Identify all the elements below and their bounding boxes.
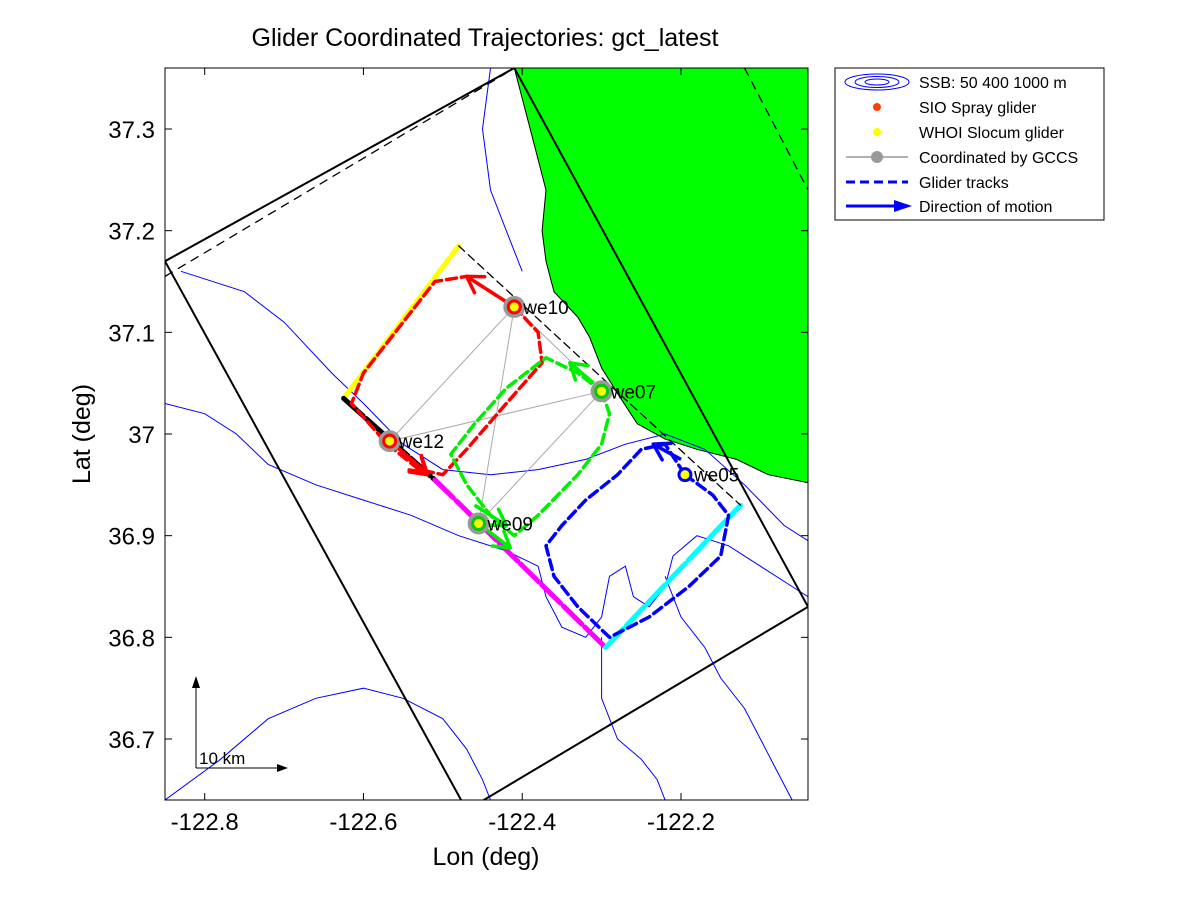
legend-label-2: WHOI Slocum glider	[919, 125, 1065, 142]
direction-arrowhead-we12	[407, 453, 429, 475]
direction-arrowhead-we09	[490, 529, 513, 550]
legend-dot-1	[873, 103, 881, 111]
domain-boundary-dashed-east	[743, 68, 808, 191]
domain-boundary-dashed-north	[165, 72, 507, 277]
bathymetry-contour-400m-1	[165, 403, 808, 638]
x-tick-label-0: -122.8	[171, 809, 239, 836]
x-tick-label-2: -122.4	[488, 809, 556, 836]
legend-box	[834, 67, 1105, 221]
glider-marker-layer: we10 we07 we12 we09 we05	[378, 295, 739, 535]
legend-entry-1: SIO Spray glider	[873, 100, 1037, 117]
legend-label-4: Glider tracks	[919, 175, 1009, 192]
bathymetry-contour-1000m-2	[601, 637, 666, 800]
glider-marker-we10: we10	[503, 295, 569, 319]
direction-arrow-shaft-we07-1	[473, 503, 508, 527]
glider-dot-we12	[382, 433, 398, 449]
glider-marker-we09: we09	[467, 512, 533, 535]
legend-dot-2	[873, 128, 881, 136]
glider-label-we12: we12	[398, 432, 444, 453]
y-tick-label-5: 37.2	[108, 219, 155, 246]
y-tick-label-2: 36.9	[108, 524, 155, 551]
glider-marker-we07: we07	[590, 380, 656, 403]
coordination-link-we10-we12	[389, 306, 515, 442]
racetrack-leg-4	[458, 245, 742, 506]
y-tick-label-4: 37.1	[108, 320, 155, 347]
scale-bar-east-arrowhead	[277, 764, 288, 772]
bathymetry-contour-1000m-4	[165, 687, 491, 800]
racetrack-leg-2	[432, 477, 609, 650]
glider-dot-we07	[594, 383, 610, 399]
direction-arrow-shaft-we05-0	[652, 442, 682, 461]
scale-bar: 10 km	[192, 676, 288, 772]
legend-entry-4: Glider tracks	[846, 175, 1009, 192]
legend-contour-ellipse-1	[854, 76, 900, 88]
y-tick-label-0: 36.7	[108, 727, 155, 754]
y-axis-label: Lat (deg)	[68, 384, 96, 484]
glider-dot-we10	[506, 299, 522, 315]
glider-dot-we05	[677, 467, 693, 483]
y-tick-label-6: 37.3	[108, 117, 155, 144]
x-axis-label: Lon (deg)	[432, 843, 539, 871]
glider-marker-we05: we05	[677, 466, 739, 487]
legend-entry-3: Coordinated by GCCS	[846, 150, 1078, 167]
direction-arrow-shaft-we10-0	[465, 274, 508, 304]
glider-label-we09: we09	[487, 514, 533, 535]
legend-contour-ellipse-2	[864, 78, 890, 86]
bathymetry-contour-1000m-3	[664, 576, 793, 800]
legend-entry-0: SSB: 50 400 1000 m	[844, 73, 1067, 92]
legend-label-5: Direction of motion	[919, 199, 1052, 216]
racetrack-leg-3	[603, 502, 743, 650]
track-layer	[341, 243, 743, 650]
legend: SSB: 50 400 1000 m SIO Spray glider WHOI S…	[834, 67, 1105, 221]
glider-label-we07: we07	[610, 382, 656, 403]
glider-track-we07	[449, 355, 612, 538]
domain-boundary	[165, 68, 808, 800]
coordination-link-we07-we09	[478, 390, 602, 524]
legend-contour-ellipse-0	[844, 73, 910, 91]
legend-label-0: SSB: 50 400 1000 m	[919, 75, 1067, 92]
legend-arrowhead-5	[894, 200, 912, 212]
chart-title: Glider Coordinated Trajectories: gct_lat…	[252, 24, 719, 52]
x-tick-label-3: -122.2	[647, 809, 715, 836]
bathymetry-contour-50m-5	[481, 68, 523, 272]
legend-label-1: SIO Spray glider	[919, 100, 1037, 117]
direction-arrowhead-we10-0	[464, 274, 487, 295]
legend-label-3: Coordinated by GCCS	[919, 150, 1078, 167]
map-layer	[165, 68, 808, 800]
legend-entry-5: Direction of motion	[846, 199, 1052, 216]
y-tick-label-3: 37	[128, 422, 155, 449]
glider-label-we10: we10	[522, 298, 568, 319]
glider-track-we05	[544, 442, 731, 640]
glider-label-we05: we05	[693, 466, 739, 487]
direction-arrowhead-we05-0	[651, 441, 673, 462]
direction-arrowhead-we07-1	[486, 507, 509, 528]
scale-bar-north-arrowhead	[192, 676, 200, 688]
scale-bar-label: 10 km	[199, 749, 245, 768]
land-area	[513, 68, 808, 484]
x-tick-label-1: -122.6	[329, 809, 397, 836]
direction-arrowhead-we07-0	[568, 361, 590, 382]
glider-marker-we12: we12	[378, 430, 444, 453]
legend-entry-2: WHOI Slocum glider	[873, 125, 1065, 142]
bathymetry-contour-50m-0	[180, 270, 808, 542]
glider-dot-we09	[471, 515, 487, 531]
y-tick-label-1: 36.8	[108, 625, 155, 652]
direction-arrow-shaft-we07-0	[568, 361, 595, 385]
legend-circle-3	[871, 151, 883, 163]
axis-ticks: -122.8 -122.6 -122.4 -122.2 36.7 36.8 36.9 37 37…	[108, 68, 808, 836]
